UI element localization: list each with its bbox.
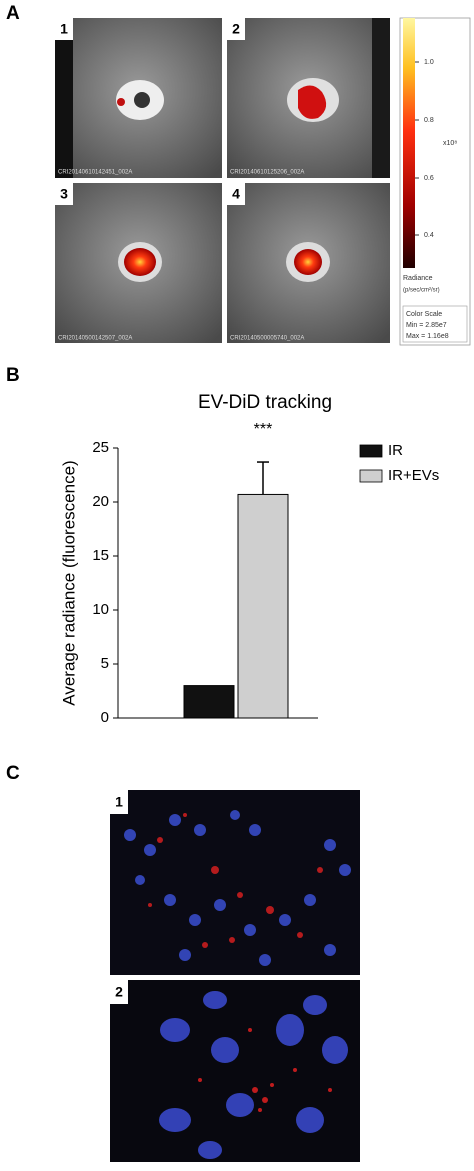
y-tick-label: 10 [92, 601, 109, 618]
image-label: 1 [60, 21, 68, 37]
image-label: 2 [115, 984, 123, 1000]
y-tick-label: 0 [101, 709, 109, 726]
ivis-image: 1 CRI20140610142451_002A [55, 18, 222, 178]
ivis-image: 2 CRI20140610125206_002A [227, 18, 390, 178]
fluorescence-image: 2 [110, 980, 360, 1162]
image-caption: CRI20140500142507_002A [58, 336, 132, 342]
color-bar [403, 18, 415, 268]
image-label: 2 [232, 21, 240, 37]
color-scale: 1.0 0.8 0.6 0.4 x10⁸ Radiance (p/sec/cm²… [399, 17, 471, 346]
fluorescence-image: 1 [110, 790, 360, 975]
chart-title: EV-DiD tracking [198, 392, 332, 413]
y-tick-label: 20 [92, 493, 109, 510]
bar [183, 685, 235, 719]
box-max: Max = 1.16e8 [406, 333, 449, 340]
panel-label: A [6, 3, 20, 24]
image-label: 1 [115, 794, 123, 810]
bar [237, 493, 289, 719]
ivis-image: 4 CRI20140500005740_002A [227, 183, 390, 343]
y-axis-label: Average radiance (fluorescence) [59, 460, 78, 705]
panel-label: C [6, 763, 20, 784]
y-tick-label: 5 [101, 655, 109, 672]
panel-label: B [6, 365, 20, 386]
box-min: Min = 2.85e7 [406, 322, 447, 329]
annotation: *** [254, 421, 273, 438]
tick-label: 0.4 [424, 232, 434, 239]
tick-label: 1.0 [424, 59, 434, 66]
unit-title: Radiance [403, 275, 433, 282]
ivis-image: 3 CRI20140500142507_002A [55, 183, 222, 343]
image-label: 4 [232, 186, 240, 202]
y-tick-label: 15 [92, 547, 109, 564]
image-label: 3 [60, 186, 68, 202]
legend-swatch [359, 444, 383, 458]
image-caption: CRI20140610125206_002A [230, 170, 304, 176]
image-caption: CRI20140500005740_002A [230, 336, 304, 342]
legend-swatch [359, 469, 383, 483]
multiplier: x10⁸ [443, 140, 457, 147]
legend-label: IR+EVs [388, 467, 439, 484]
error-bar [257, 461, 269, 495]
unit: (p/sec/cm²/sr) [403, 288, 440, 294]
y-tick-label: 25 [92, 439, 109, 456]
tick-label: 0.8 [424, 117, 434, 124]
legend-label: IR [388, 442, 403, 459]
image-caption: CRI20140610142451_002A [58, 170, 132, 176]
box-title: Color Scale [406, 311, 442, 318]
tick-label: 0.6 [424, 175, 434, 182]
